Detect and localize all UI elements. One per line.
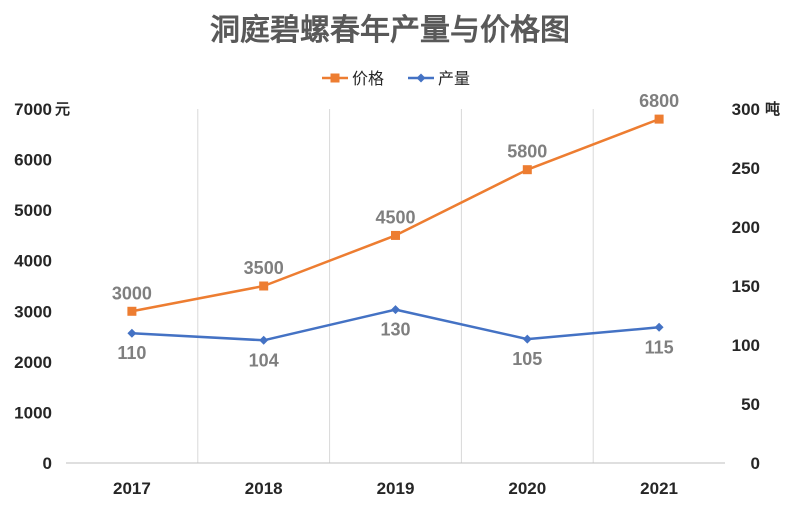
left-tick-label: 3000 <box>14 302 52 321</box>
left-tick-label: 2000 <box>14 353 52 372</box>
chart-title: 洞庭碧螺春年产量与价格图 <box>210 13 570 48</box>
right-axis-unit: 吨 <box>765 100 780 118</box>
data-label: 104 <box>249 350 279 370</box>
left-axis-unit: 元 <box>55 100 70 118</box>
x-tick-label: 2018 <box>245 479 283 498</box>
data-label: 6800 <box>639 91 679 111</box>
left-tick-label: 1000 <box>14 403 52 422</box>
data-label: 5800 <box>507 142 547 162</box>
left-tick-label: 6000 <box>14 151 52 170</box>
x-tick-label: 2021 <box>640 479 678 498</box>
legend: 价格 产量 <box>322 69 470 88</box>
left-tick-label: 5000 <box>14 201 52 220</box>
legend-label: 价格 <box>352 69 384 88</box>
legend-label: 产量 <box>438 69 470 88</box>
right-tick-label: 100 <box>732 336 760 355</box>
data-point <box>127 306 137 316</box>
data-point <box>522 165 532 175</box>
left-axis-ticks: 0 1000 2000 3000 4000 5000 6000 7000 <box>14 100 52 473</box>
data-point <box>654 322 664 332</box>
right-tick-label: 300 <box>732 100 760 119</box>
legend-marker <box>416 73 426 83</box>
data-point <box>391 305 400 315</box>
data-label: 4500 <box>375 207 415 227</box>
data-point <box>391 230 400 240</box>
series-layer: 3000 3500 4500 5800 6800 110 104 130 105 115 <box>112 91 679 370</box>
right-tick-label: 200 <box>732 218 760 237</box>
left-tick-label: 4000 <box>14 252 52 271</box>
data-point <box>127 328 137 338</box>
left-tick-label: 7000 <box>14 100 52 119</box>
right-tick-label: 0 <box>751 454 760 473</box>
x-tick-label: 2017 <box>113 479 151 498</box>
x-axis-ticks: 2017 2018 2019 2020 2021 <box>113 479 678 498</box>
legend-marker <box>330 73 340 83</box>
right-tick-label: 150 <box>732 277 760 296</box>
data-point <box>259 281 269 291</box>
data-point <box>259 335 269 345</box>
data-point <box>522 334 532 344</box>
left-tick-label: 0 <box>43 454 52 473</box>
data-label: 110 <box>117 343 146 363</box>
right-tick-label: 50 <box>741 395 760 414</box>
data-point <box>654 114 664 124</box>
data-label: 130 <box>380 320 410 340</box>
data-label: 3500 <box>244 258 284 278</box>
grid <box>197 109 594 463</box>
x-tick-label: 2019 <box>377 479 415 498</box>
data-label: 115 <box>645 337 674 357</box>
data-label: 105 <box>512 349 542 369</box>
right-tick-label: 250 <box>732 159 760 178</box>
x-tick-label: 2020 <box>508 479 546 498</box>
data-label: 3000 <box>112 283 152 303</box>
right-axis-ticks: 0 50 100 150 200 250 300 <box>732 100 760 473</box>
